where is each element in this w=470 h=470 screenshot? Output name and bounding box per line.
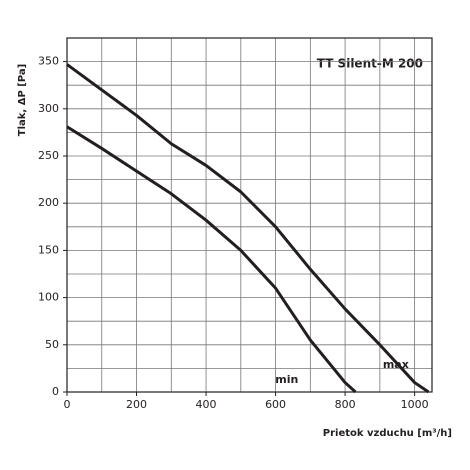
series-label: max: [383, 358, 409, 371]
x-tick-label: 800: [335, 398, 356, 411]
y-tick-label: 0: [52, 385, 59, 398]
x-tick-label: 400: [196, 398, 217, 411]
x-tick-label: 200: [126, 398, 147, 411]
plot-frame: [66, 37, 433, 393]
y-tick-label: 150: [38, 243, 59, 256]
x-tick-label: 1000: [401, 398, 429, 411]
x-tick-label: 0: [64, 398, 71, 411]
series-label: min: [275, 373, 298, 386]
y-axis-label: Tlak, ΔP [Pa]: [17, 64, 28, 136]
x-tick-label: 600: [265, 398, 286, 411]
y-tick-label: 250: [38, 149, 59, 162]
chart-title: TT Silent-M 200: [317, 57, 423, 71]
curve: [66, 63, 430, 394]
x-axis-label: Prietok vzduchu [m³/h]: [323, 428, 452, 439]
y-tick-label: 200: [38, 196, 59, 209]
y-tick-label: 50: [45, 338, 59, 351]
curve: [66, 125, 357, 394]
y-tick-label: 100: [38, 291, 59, 304]
y-tick-label: 300: [38, 102, 59, 115]
y-tick-label: 350: [38, 55, 59, 68]
